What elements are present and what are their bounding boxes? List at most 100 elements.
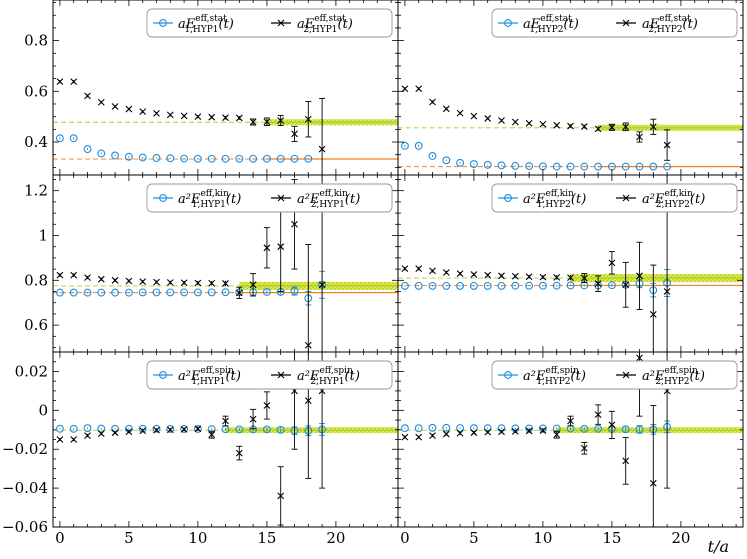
data-point — [97, 288, 106, 297]
data-point — [553, 431, 561, 439]
data-point — [608, 123, 616, 131]
data-point — [97, 98, 105, 106]
panel-kin-hyp2: a²Eeff,kin 1,HYP2(t) a²Eeff,kin 2,HYP2(t) — [397, 174, 744, 353]
data-point — [539, 273, 547, 281]
data-point — [401, 85, 409, 93]
data-point — [276, 154, 285, 163]
y-tick-label: 0.6 — [24, 316, 48, 334]
x-tick-label: 20 — [326, 529, 345, 547]
data-point — [553, 121, 561, 129]
data-point — [263, 402, 271, 409]
legend-subscript: 1,HYP1 — [191, 377, 225, 387]
y-tick-label: −0.06 — [2, 518, 48, 536]
legend-marker — [622, 19, 630, 27]
data-point — [249, 415, 257, 423]
data-point — [511, 427, 519, 435]
data-point — [622, 457, 630, 465]
legend-subscript: 1,HYP2 — [529, 25, 563, 35]
data-point — [594, 424, 603, 433]
x-tick-label: 10 — [533, 529, 552, 547]
legend-marker — [159, 194, 167, 202]
data-point — [442, 156, 451, 165]
data-point — [649, 162, 658, 171]
data-point — [470, 112, 478, 120]
y-tick-label: 0.02 — [15, 362, 48, 380]
legend: a²Eeff,kin 1,HYP2(t) a²Eeff,kin 2,HYP2(t) — [491, 183, 738, 213]
panel-kin-hyp1: 0.60.811.2 a²Eeff,kin 1,HYP1(t) a²Eeff,kin 2… — [24, 174, 399, 353]
data-point — [497, 281, 506, 290]
data-point — [552, 162, 561, 171]
data-point — [194, 113, 202, 121]
data-point — [153, 109, 160, 117]
data-point — [442, 105, 450, 113]
legend-superscript: eff,kin — [545, 189, 574, 199]
legend-superscript: eff,kin — [319, 189, 348, 199]
data-point — [649, 479, 657, 487]
data-point — [456, 424, 465, 432]
x-tick-label: 15 — [602, 529, 621, 547]
data-point — [456, 158, 465, 167]
data-point — [401, 433, 409, 441]
data-point — [607, 281, 616, 290]
data-point — [428, 152, 437, 160]
data-point — [469, 160, 478, 169]
legend-frame — [146, 360, 393, 390]
legend-superscript: eff,stat — [540, 14, 572, 24]
data-point — [180, 154, 189, 163]
legend: a²Eeff,spin 1,HYP2(t) a²Eeff,spin 2,HYP2(t) — [491, 360, 738, 390]
data-point — [649, 310, 657, 318]
data-point — [304, 115, 312, 123]
data-point — [429, 267, 436, 275]
legend-superscript: eff,spin — [200, 366, 234, 376]
data-point — [180, 279, 188, 287]
data-point — [277, 117, 285, 124]
data-point — [621, 162, 630, 171]
legend-subscript: 2,HYP1 — [310, 377, 344, 387]
data-point — [263, 118, 271, 126]
data-point — [97, 275, 105, 283]
data-point — [56, 78, 64, 86]
data-point — [56, 436, 64, 443]
data-point — [83, 145, 92, 154]
legend-subscript: 1,HYP1 — [184, 25, 218, 35]
legend-superscript: eff,stat — [659, 14, 691, 24]
data-point — [511, 281, 520, 290]
data-point — [456, 109, 464, 117]
x-tick-label: 20 — [671, 529, 690, 547]
data-point — [139, 108, 147, 115]
data-point — [608, 259, 616, 267]
x-tick-label: 5 — [469, 529, 479, 547]
data-point — [180, 425, 189, 433]
data-point — [111, 429, 119, 437]
legend-subscript: 2,HYP2 — [656, 200, 690, 210]
x-tick-label: 0 — [400, 529, 410, 547]
data-point — [208, 279, 216, 287]
data-point — [567, 274, 574, 282]
data-point — [56, 271, 64, 279]
data-point — [400, 424, 409, 433]
data-point — [498, 428, 505, 436]
data-point — [221, 154, 230, 163]
legend-symbol: aE — [178, 17, 196, 32]
data-point — [414, 281, 423, 290]
data-point — [552, 281, 561, 290]
data-point — [415, 433, 423, 441]
data-point — [663, 288, 671, 295]
legend: a²Eeff,spin 1,HYP1(t) a²Eeff,spin 2,HYP1(t) — [146, 360, 393, 390]
data-point — [152, 424, 161, 433]
legend-subscript: 1,HYP2 — [536, 377, 570, 387]
y-tick-label: 0.4 — [24, 133, 48, 151]
panel-stat-hyp2: aEeff,stat 1,HYP2(t) aEeff,stat 2,HYP2(t) — [397, 0, 744, 176]
data-point — [180, 288, 189, 297]
legend-label-series-1: a²Eeff,spin 1,HYP2(t) — [523, 366, 586, 387]
legend-marker — [622, 371, 630, 379]
data-point — [484, 428, 492, 436]
data-point — [139, 427, 147, 435]
legend: a²Eeff,kin 1,HYP1(t) a²Eeff,kin 2,HYP1(t) — [146, 183, 393, 213]
legend-symbol: aE — [523, 17, 541, 32]
y-tick-label: 0 — [38, 401, 48, 419]
data-point — [235, 449, 243, 457]
data-point — [580, 274, 588, 282]
legend: aEeff,stat 1,HYP1(t) aEeff,stat 2,HYP1(t) — [146, 8, 393, 38]
legend-superscript: eff,spin — [545, 366, 579, 376]
